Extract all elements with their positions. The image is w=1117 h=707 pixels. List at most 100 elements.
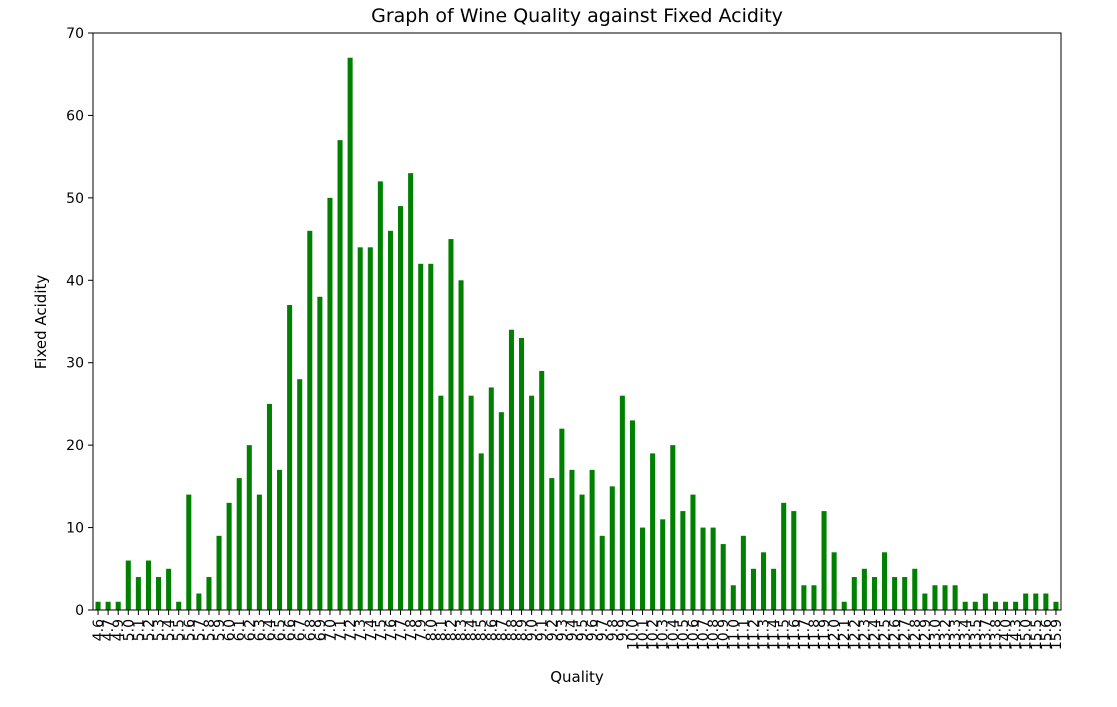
x-tick-label: 7.2 (343, 619, 359, 641)
bar (589, 469, 595, 610)
x-tick-label: 13.0 (928, 619, 944, 650)
x-tick-label: 11.2 (746, 619, 762, 650)
bar (266, 403, 272, 610)
bar (922, 593, 928, 610)
bar (1013, 601, 1019, 610)
x-tick-label: 10.7 (696, 619, 712, 650)
plot-frame (92, 32, 1062, 611)
bar (186, 494, 192, 610)
x-tick-label: 6.6 (283, 619, 299, 641)
bar (287, 305, 293, 610)
bar (135, 577, 141, 610)
bar (781, 502, 787, 610)
x-tick-label: 14.0 (999, 619, 1015, 650)
x-tick-label: 7.3 (353, 619, 369, 641)
x-tick-label: 11.6 (787, 619, 803, 650)
x-tick-label: 10.6 (686, 619, 702, 650)
bar (942, 585, 948, 610)
x-tick-label: 10.9 (716, 619, 732, 650)
x-tick-label: 9.5 (575, 619, 591, 641)
bar (125, 560, 131, 610)
bar (196, 593, 202, 610)
bar (680, 511, 686, 610)
x-tick-label: 7.8 (404, 619, 420, 641)
bar (821, 511, 827, 610)
bar (952, 585, 958, 610)
bar (811, 585, 817, 610)
x-tick-label: 13.7 (978, 619, 994, 650)
x-tick-label: 5.3 (152, 619, 168, 641)
bar (307, 230, 313, 610)
x-tick-label: 7.1 (333, 619, 349, 641)
bar (1053, 601, 1059, 610)
bar (1033, 593, 1039, 610)
bar (115, 601, 121, 610)
x-tick-label: 6.3 (252, 619, 268, 641)
x-tick-label: 9.0 (525, 619, 541, 641)
bar (972, 601, 978, 610)
bar (599, 535, 605, 610)
x-tick-label: 8.3 (454, 619, 470, 641)
bar (640, 527, 646, 610)
bar (771, 568, 777, 610)
bar (761, 552, 767, 610)
bar (619, 395, 625, 610)
x-tick-label: 9.4 (565, 619, 581, 641)
x-tick-label: 10.1 (636, 619, 652, 650)
bar (529, 395, 535, 610)
bar (902, 577, 908, 610)
bar (710, 527, 716, 610)
x-tick-label: 12.0 (827, 619, 843, 650)
bar (730, 585, 736, 610)
x-tick-label: 7.6 (383, 619, 399, 641)
x-axis-label: Quality (550, 668, 604, 686)
x-tick-label: 11.0 (726, 619, 742, 650)
y-tick-label: 10 (66, 521, 84, 537)
x-tick-label: 5.0 (121, 619, 137, 641)
x-tick-label: 13.3 (948, 619, 964, 650)
bar (367, 247, 373, 610)
bar (226, 502, 232, 610)
x-tick-label: 8.1 (434, 619, 450, 641)
bar (498, 412, 504, 610)
x-tick-label: 8.7 (494, 619, 510, 641)
bar (478, 453, 484, 610)
bar (488, 387, 494, 610)
bar (105, 601, 111, 610)
x-tick-label: 5.9 (212, 619, 228, 641)
y-tick-label: 0 (75, 603, 84, 619)
x-tick-label: 12.2 (847, 619, 863, 650)
bar (317, 296, 323, 610)
x-tick-label: 9.3 (555, 619, 571, 641)
bar (801, 585, 807, 610)
x-tick-label: 15.9 (1049, 619, 1065, 650)
y-axis-label: Fixed Acidity (32, 275, 50, 370)
x-tick-label: 9.7 (595, 619, 611, 641)
x-tick-label: 12.6 (888, 619, 904, 650)
bar (992, 601, 998, 610)
bar (871, 577, 877, 610)
x-tick-label: 6.7 (293, 619, 309, 641)
bar (438, 395, 444, 610)
bar (892, 577, 898, 610)
x-tick-label: 7.7 (394, 619, 410, 641)
x-tick-label: 12.3 (857, 619, 873, 650)
x-tick-label: 4.9 (111, 619, 127, 641)
x-tick-label: 7.0 (323, 619, 339, 641)
x-tick-label: 6.4 (262, 619, 278, 641)
x-tick-label: 12.9 (918, 619, 934, 650)
y-axis: 0 10 20 30 40 50 60 70 (66, 26, 93, 619)
bar (246, 445, 252, 610)
bar (982, 593, 988, 610)
x-tick-label: 10.5 (676, 619, 692, 650)
bar (650, 453, 656, 610)
x-tick-label: 15.0 (1019, 619, 1035, 650)
y-tick-label: 70 (66, 26, 84, 42)
bar (297, 379, 303, 610)
x-tick-label: 9.9 (615, 619, 631, 641)
bar (458, 280, 464, 610)
x-tick-label: 8.5 (474, 619, 490, 641)
x-tick-label: 8.8 (504, 619, 520, 641)
bar (508, 329, 514, 610)
x-tick-label: 12.5 (878, 619, 894, 650)
